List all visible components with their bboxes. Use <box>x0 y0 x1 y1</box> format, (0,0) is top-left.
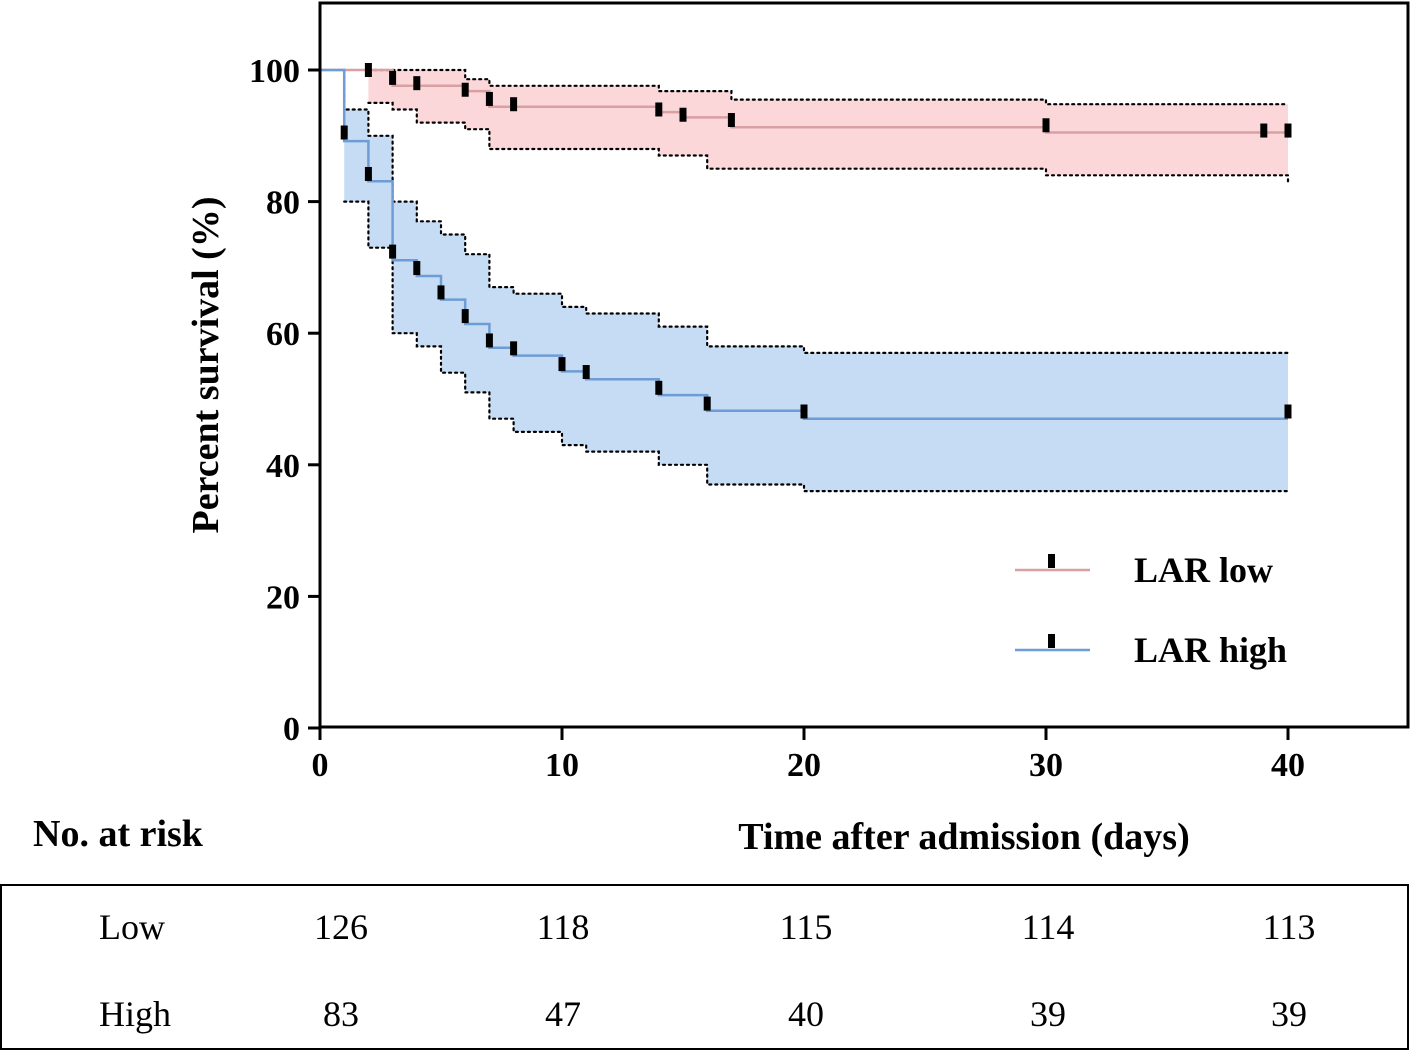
censor-mark <box>703 396 711 411</box>
plot-frame <box>318 1 1410 729</box>
legend-marker-0 <box>1048 554 1055 568</box>
censor-mark <box>558 357 566 372</box>
ci-lower-line-1 <box>343 200 1290 493</box>
y-tick-label: 80 <box>266 185 300 222</box>
risk-value: 39 <box>1030 994 1066 1034</box>
x-axis-title: Time after admission (days) <box>738 816 1189 858</box>
x-tick-label: 20 <box>787 747 821 784</box>
censor-mark <box>389 70 397 85</box>
ci-band-1 <box>344 70 1288 492</box>
risk-table-heading: No. at risk <box>33 813 203 855</box>
y-axis-title: Percent survival (%) <box>185 197 227 534</box>
censor-mark <box>1260 123 1268 138</box>
censor-mark <box>461 82 469 97</box>
censor-mark <box>510 341 518 356</box>
y-tick-label: 0 <box>283 711 300 748</box>
censor-mark <box>679 107 687 122</box>
censor-mark <box>364 63 372 77</box>
censor-marks <box>340 63 1292 419</box>
legend: LAR low LAR high <box>1015 550 1287 670</box>
risk-row-high: High 83 47 40 39 39 <box>2 993 1407 1043</box>
censor-mark <box>1284 404 1292 419</box>
y-tick-label: 100 <box>249 53 300 90</box>
x-tick-label: 10 <box>545 747 579 784</box>
risk-value: 47 <box>545 994 581 1034</box>
x-axis-ticks: 0 10 20 30 40 <box>312 727 1305 784</box>
censor-mark <box>655 380 663 395</box>
y-tick-label: 40 <box>266 448 300 485</box>
y-tick-label: 20 <box>266 579 300 616</box>
risk-row-low: Low 126 118 115 114 113 <box>2 906 1407 956</box>
survival-chart: 0 20 40 60 80 100 0 10 20 30 40 Percent survival … <box>185 1 1410 858</box>
ci-lower-line-0 <box>367 101 1290 183</box>
x-tick-label: 40 <box>1271 747 1305 784</box>
censor-mark <box>389 244 397 259</box>
x-tick-label: 30 <box>1029 747 1063 784</box>
legend-label-0: LAR low <box>1134 550 1273 590</box>
censor-mark <box>655 102 663 117</box>
censor-mark <box>413 261 421 276</box>
risk-value: 39 <box>1271 994 1307 1034</box>
risk-value: 83 <box>323 994 359 1034</box>
risk-row-label: Low <box>99 907 165 947</box>
legend-marker-1 <box>1048 634 1055 648</box>
risk-row-label: High <box>99 994 171 1034</box>
censor-mark <box>727 113 735 128</box>
x-tick-label: 0 <box>312 747 329 784</box>
risk-value: 40 <box>788 994 824 1034</box>
censor-mark <box>485 91 493 106</box>
censor-mark <box>413 76 421 91</box>
risk-value: 115 <box>779 907 833 947</box>
legend-label-1: LAR high <box>1134 630 1287 670</box>
censor-mark <box>340 125 348 140</box>
risk-value: 113 <box>1262 907 1316 947</box>
risk-value: 126 <box>314 907 368 947</box>
confidence-interval-lines <box>343 68 1290 493</box>
censor-mark <box>1284 123 1292 138</box>
censor-mark <box>437 285 445 300</box>
y-axis-ticks: 0 20 40 60 80 100 <box>249 53 320 748</box>
censor-mark <box>1042 118 1050 133</box>
censor-mark <box>485 333 493 348</box>
risk-table: Low 126 118 115 114 113 High 83 47 40 39… <box>0 884 1409 1050</box>
risk-value: 114 <box>1021 907 1075 947</box>
censor-mark <box>800 404 808 419</box>
censor-mark <box>510 97 518 112</box>
censor-mark <box>364 166 372 181</box>
risk-value: 118 <box>536 907 590 947</box>
ci-upper-line-1 <box>343 68 1290 354</box>
y-tick-label: 60 <box>266 316 300 353</box>
censor-mark <box>461 309 469 324</box>
ci-upper-line-0 <box>367 68 1290 106</box>
censor-mark <box>582 365 590 380</box>
